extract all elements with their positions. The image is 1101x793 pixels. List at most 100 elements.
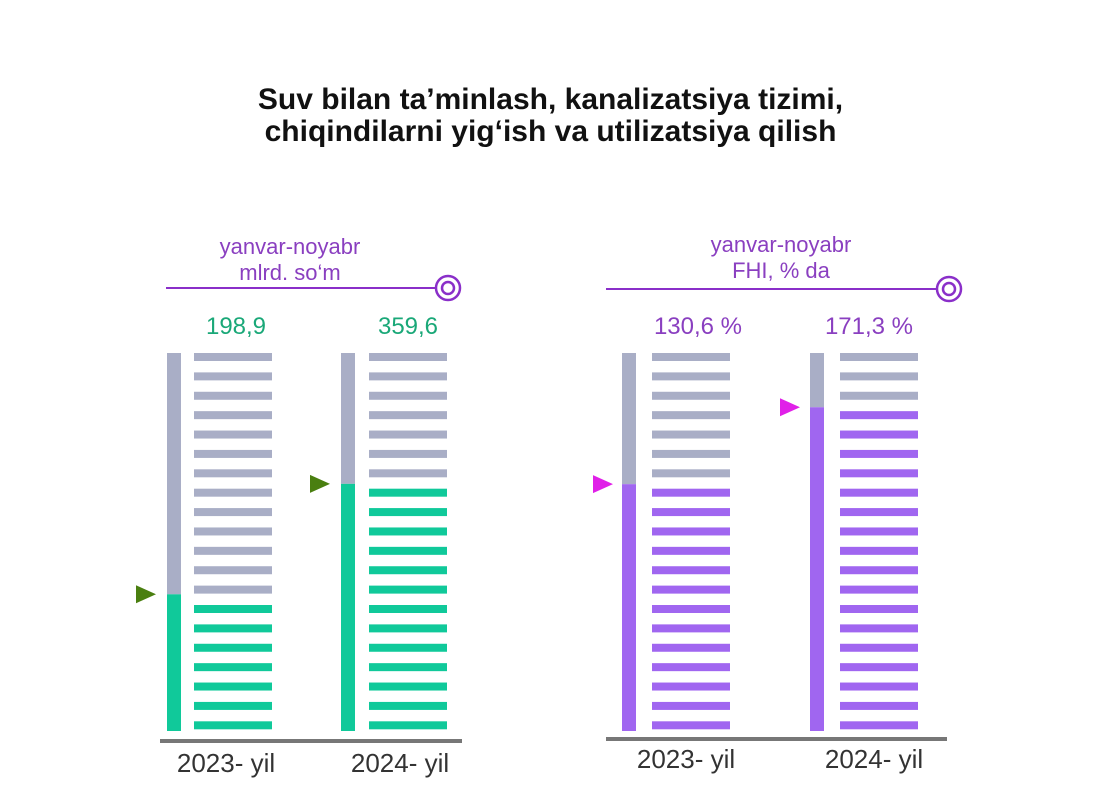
bar-stripe [194,372,272,381]
bar-stripe [369,663,447,672]
subtitle-line-1: yanvar-noyabr [220,234,361,259]
bar-stripe [840,508,918,517]
bar-stripe [840,488,918,497]
bar-stripe [840,449,918,458]
level-arrow-icon [593,475,613,494]
bar-stripe [840,624,918,633]
bar-stripe [652,469,730,478]
subtitle-line-2: mlrd. so‘m [239,260,340,285]
bar-stripe [369,430,447,439]
bar-stripe [652,449,730,458]
bar-stripe [194,566,272,575]
subtitle-line-1: yanvar-noyabr [711,232,852,257]
value-label: 359,6 [378,313,438,340]
bar-stripe [369,682,447,691]
bar-stripe [652,701,730,710]
bar-stripe [840,527,918,536]
bar-stripe [840,585,918,594]
bar-stripe [652,682,730,691]
target-circle-icon [434,274,462,302]
bar-stripe [194,469,272,478]
bar-stripe [652,430,730,439]
bar-stripe [194,449,272,458]
bar-stripe [652,566,730,575]
bar-stripe [194,682,272,691]
bar-stripe [652,527,730,536]
bar-stripe [840,566,918,575]
bar-stripe [652,605,730,613]
bar-stripe [369,585,447,594]
bar-stripe [652,585,730,594]
value-label: 130,6 % [654,313,742,340]
level-arrow-icon [310,474,330,493]
bar-stripe [652,546,730,555]
bar-stripe [369,372,447,381]
bar-stripe [369,605,447,613]
bar-stripe [652,624,730,633]
bar-stripe [194,585,272,594]
bar-stripe [369,624,447,633]
bar-stripe [194,624,272,633]
bar-stripe [369,643,447,652]
title-line-1: Suv bilan ta’minlash, kanalizatsiya tizi… [257,83,844,116]
bar-pole-empty [810,353,824,408]
bar-stripe [652,663,730,672]
bar-stripe [652,372,730,381]
bar-stripe [369,546,447,555]
level-arrow-icon [136,585,156,604]
target-circle-inner-icon [440,280,456,296]
bar [167,594,181,731]
category-label: 2023- yil [177,748,275,778]
category-label: 2024- yil [351,748,449,778]
value-label: 171,3 % [825,313,913,340]
chart-title: Suv bilan ta’minlash, kanalizatsiya tizi… [0,84,1101,148]
bar-stripe [840,411,918,420]
bar-stripe [194,527,272,536]
subtitle-line-2: FHI, % da [732,258,831,283]
level-arrow-icon [780,398,800,417]
bar-stripe [194,391,272,400]
bar-stripe [840,663,918,672]
bar-stripe [652,488,730,497]
bar-stripe [369,411,447,420]
target-circle-inner-icon [941,281,957,297]
bar-pole-empty [622,353,636,485]
bar-stripe [369,721,447,730]
bar-stripe [369,353,447,361]
bar-stripe [194,430,272,439]
bar-stripe [369,527,447,536]
bar-stripe [194,353,272,361]
bar-stripe [369,566,447,575]
bar-stripe [369,508,447,517]
bar-stripe [194,663,272,672]
bar-stripe [194,605,272,613]
bar-pole-empty [341,353,355,484]
bar [622,484,636,731]
bar-stripe [840,701,918,710]
bar-stripe [369,469,447,478]
value-label: 198,9 [206,313,266,340]
bar-stripe [369,488,447,497]
bar-stripe [369,391,447,400]
bar-stripe [369,449,447,458]
bar-stripe [840,430,918,439]
bar-stripe [194,546,272,555]
bar-stripe [840,605,918,613]
title-line-2: chiqindilarni yig‘ish va utilizatsiya qi… [264,115,837,148]
bar-pole-empty [167,353,181,595]
bar-stripe [194,721,272,730]
bar-stripe [840,643,918,652]
bar-stripe [840,391,918,400]
bar-stripe [194,701,272,710]
bar-stripe [194,411,272,420]
bar-stripe [652,721,730,730]
bar-stripe [652,508,730,517]
bar-stripe [840,353,918,361]
bar-stripe [652,391,730,400]
bar-stripe [840,546,918,555]
bar [341,483,355,731]
category-label: 2023- yil [637,744,735,774]
bar [810,407,824,731]
bar-stripe [652,643,730,652]
